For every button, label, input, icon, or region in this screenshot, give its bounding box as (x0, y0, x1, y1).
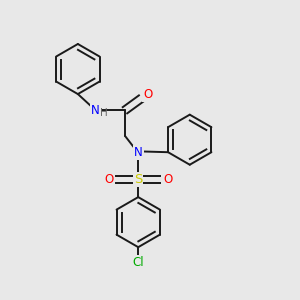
Text: N: N (134, 146, 142, 159)
Text: N: N (91, 104, 100, 117)
Text: S: S (134, 173, 142, 186)
Text: Cl: Cl (132, 256, 144, 269)
Text: O: O (143, 88, 152, 101)
Text: O: O (163, 173, 172, 186)
Text: O: O (104, 173, 113, 186)
Text: H: H (100, 108, 108, 118)
